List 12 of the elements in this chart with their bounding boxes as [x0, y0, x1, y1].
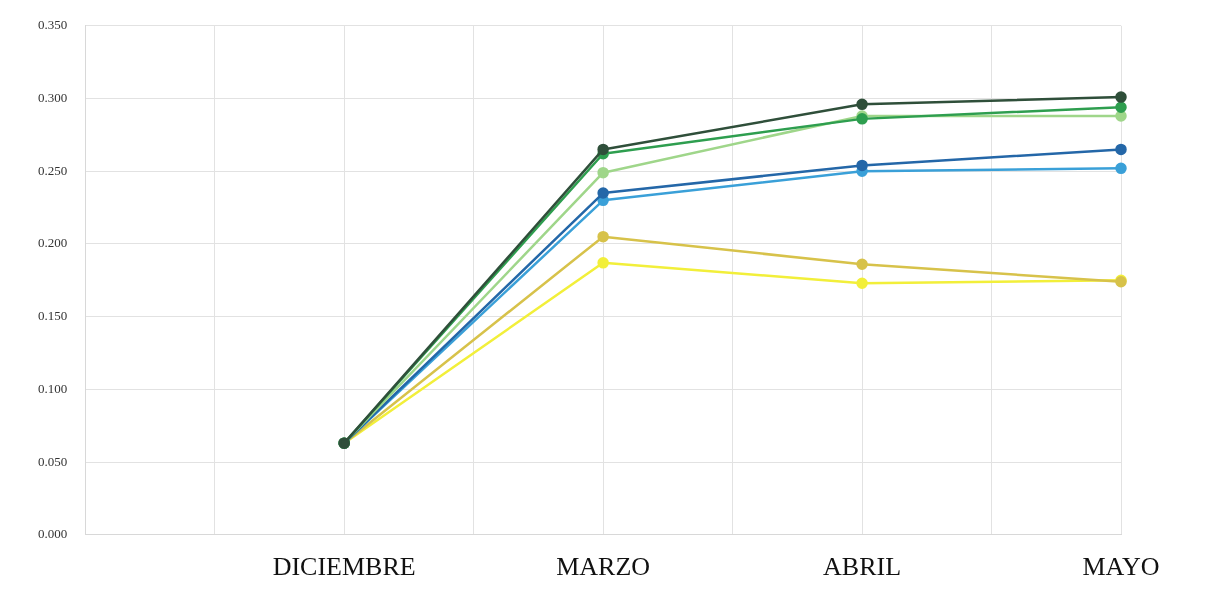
x-tick-label: DICIEMBRE [272, 552, 416, 582]
y-tick-label: 0.200 [38, 235, 68, 251]
y-tick-label: 0.100 [38, 380, 68, 396]
y-tick-label: 0.300 [38, 89, 68, 105]
y-tick-label: 0.050 [38, 453, 68, 469]
x-tick-label: MAYO [1082, 552, 1160, 582]
x-tick-label: ABRIL [823, 552, 902, 582]
y-tick-label: 0.000 [38, 526, 68, 542]
y-tick-label: 0.250 [38, 162, 68, 178]
y-tick-label: 0.150 [38, 308, 68, 324]
y-tick-label: 0.350 [38, 17, 68, 33]
x-tick-label: MARZO [556, 552, 651, 582]
